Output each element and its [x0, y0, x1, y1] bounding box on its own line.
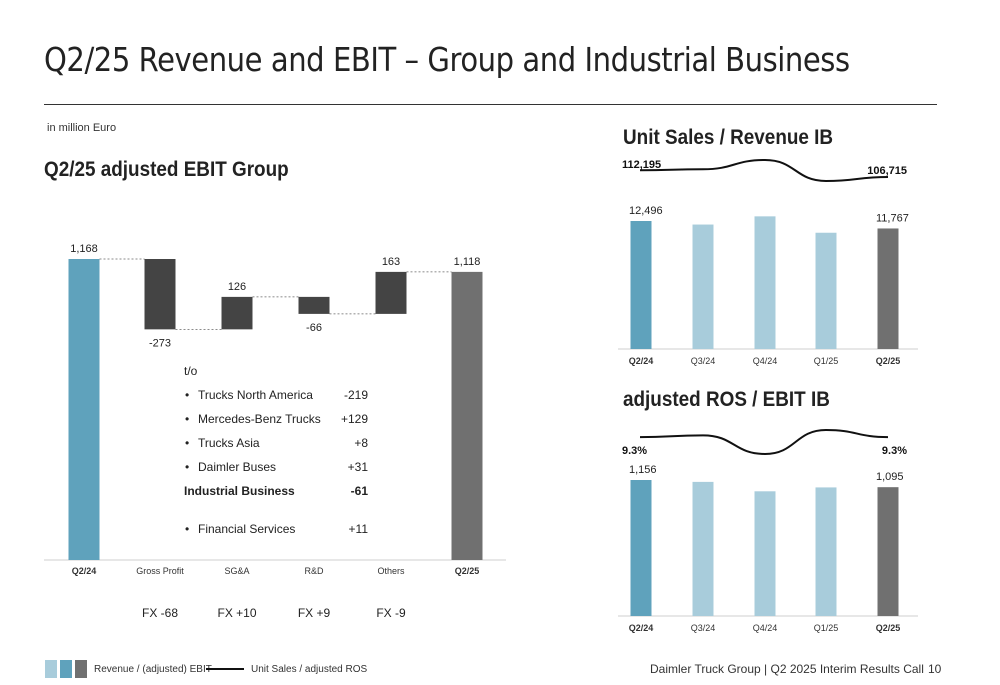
bar — [630, 480, 652, 616]
bar-value-label: 1,095 — [876, 471, 904, 483]
bar — [877, 228, 899, 349]
fx-row: FX -68 FX +10 FX +9 FX -9 — [0, 606, 1000, 622]
legend-swatch-blue — [60, 660, 72, 678]
breakdown-value: +11 — [348, 522, 368, 536]
waterfall-bar — [375, 271, 407, 314]
x-tick-label: Q2/25 — [455, 566, 480, 576]
x-tick-label: Q3/24 — [691, 623, 716, 633]
breakdown-label: Trucks North America — [198, 388, 313, 402]
breakdown-value: -61 — [350, 484, 368, 498]
x-tick-label: Others — [377, 566, 405, 576]
title-divider — [44, 104, 937, 105]
x-tick-label: Q1/25 — [814, 356, 839, 366]
page-number: 10 — [928, 662, 942, 676]
bar-value-label: 1,156 — [629, 464, 657, 476]
fx-sga: FX +10 — [217, 606, 257, 620]
waterfall-bar — [68, 259, 100, 560]
bar — [754, 491, 776, 616]
x-tick-label: Q2/25 — [876, 623, 901, 633]
legend-line-label: Unit Sales / adjusted ROS — [251, 664, 368, 675]
breakdown-value: -219 — [343, 388, 368, 402]
line-value-label: 9.3% — [622, 445, 647, 457]
x-tick-label: Q2/24 — [72, 566, 97, 576]
bullet-icon: • — [185, 522, 190, 536]
breakdown-value: +8 — [354, 436, 368, 450]
x-tick-label: Q4/24 — [753, 356, 778, 366]
breakdown-value: +31 — [347, 460, 368, 474]
section-title-unit-sales: Unit Sales / Revenue IB — [623, 126, 834, 149]
unit-note: in million Euro — [47, 122, 117, 134]
footer-text: Daimler Truck Group | Q2 2025 Interim Re… — [650, 662, 924, 676]
x-tick-label: Gross Profit — [136, 566, 184, 576]
waterfall-bar — [451, 271, 483, 560]
bar-value-label: 12,496 — [629, 205, 663, 217]
bar — [877, 487, 899, 616]
data-label: -66 — [306, 322, 322, 334]
breakdown-label: Daimler Buses — [198, 460, 277, 474]
bar — [692, 481, 714, 616]
section-title-ebit-group: Q2/25 adjusted EBIT Group — [44, 158, 289, 181]
x-tick-label: R&D — [304, 566, 324, 576]
x-tick-label: Q3/24 — [691, 356, 716, 366]
bar — [815, 487, 837, 616]
section-title-ros: adjusted ROS / EBIT IB — [623, 388, 830, 411]
bullet-icon: • — [185, 412, 190, 426]
bullet-icon: • — [185, 436, 190, 450]
bar — [754, 216, 776, 349]
legend-swatch-light-blue — [45, 660, 57, 678]
line-value-label: 9.3% — [882, 445, 907, 457]
waterfall-bar — [221, 296, 253, 330]
x-tick-label: Q4/24 — [753, 623, 778, 633]
breakdown-box: t/o • Trucks North America -219 • Mercedes-B… — [184, 362, 384, 542]
waterfall-bar — [298, 296, 330, 314]
line-value-label: 112,195 — [622, 159, 661, 171]
legend-swatch-grey — [75, 660, 87, 678]
data-label: 126 — [228, 281, 246, 293]
x-tick-label: Q2/24 — [629, 623, 654, 633]
legend-line-swatch — [206, 668, 244, 670]
waterfall-bar — [144, 259, 176, 330]
data-label: 1,118 — [454, 256, 481, 268]
page-title: Q2/25 Revenue and EBIT – Group and Indus… — [44, 40, 850, 79]
data-label: 163 — [382, 256, 400, 268]
bullet-icon: • — [185, 460, 190, 474]
breakdown-label: Trucks Asia — [198, 436, 260, 450]
data-label: 1,168 — [70, 243, 98, 255]
fx-gross-profit: FX -68 — [141, 606, 179, 620]
breakdown-value: +129 — [340, 412, 368, 426]
line-value-label: 106,715 — [867, 165, 907, 177]
bar — [630, 221, 652, 349]
breakdown-label: Industrial Business — [184, 484, 295, 498]
bar — [815, 232, 837, 349]
x-tick-label: Q2/24 — [629, 356, 654, 366]
breakdown-label: Mercedes-Benz Trucks — [198, 412, 321, 426]
breakdown-header: t/o — [184, 364, 198, 378]
bullet-icon: • — [185, 388, 190, 402]
trend-line — [639, 428, 889, 456]
fx-rd: FX +9 — [297, 606, 331, 620]
legend-bars-label: Revenue / (adjusted) EBIT — [94, 664, 212, 675]
bar — [692, 224, 714, 349]
data-label: -273 — [149, 337, 171, 349]
x-tick-label: Q1/25 — [814, 623, 839, 633]
trend-line — [639, 158, 889, 183]
x-tick-label: SG&A — [224, 566, 249, 576]
breakdown-label: Financial Services — [198, 522, 296, 536]
x-tick-label: Q2/25 — [876, 356, 901, 366]
bar-value-label: 11,767 — [876, 212, 909, 224]
fx-others: FX -9 — [376, 606, 406, 620]
